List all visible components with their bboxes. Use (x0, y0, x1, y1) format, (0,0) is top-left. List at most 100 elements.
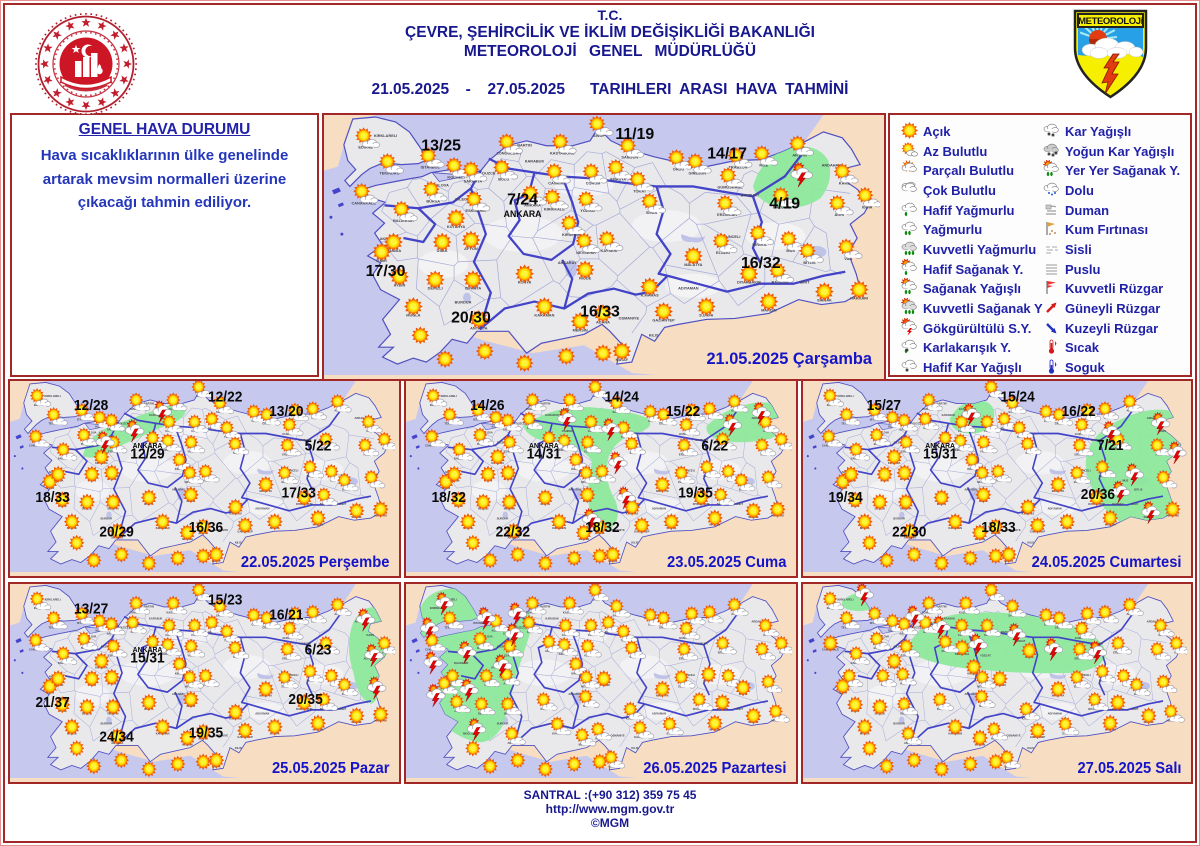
svg-text:5/22: 5/22 (305, 438, 332, 454)
svg-text:ADIYAMAN: ADIYAMAN (1048, 506, 1062, 510)
svg-text:BURDUR: BURDUR (497, 516, 509, 520)
svg-text:ANKARA: ANKARA (133, 442, 163, 450)
svg-text:YALOVA: YALOVA (86, 634, 97, 638)
svg-text:MUGLA: MUGLA (463, 731, 473, 735)
svg-text:BAYBURT: BAYBURT (1091, 438, 1104, 442)
svg-text:BARTIN: BARTIN (936, 401, 946, 405)
svg-text:YALOVA: YALOVA (482, 634, 493, 638)
svg-text:AKSARAY: AKSARAY (568, 692, 581, 696)
svg-text:18/33: 18/33 (35, 490, 69, 506)
svg-text:12/22: 12/22 (208, 389, 242, 405)
svg-text:BARTIN: BARTIN (144, 605, 154, 609)
svg-text:DUZCE: DUZCE (516, 422, 525, 426)
svg-text:14/24: 14/24 (605, 389, 640, 405)
svg-text:KIRKLARELI: KIRKLARELI (45, 597, 61, 601)
svg-text:BAYBURT: BAYBURT (695, 642, 708, 646)
svg-text:DUZCE: DUZCE (516, 625, 525, 629)
svg-text:14/31: 14/31 (527, 446, 562, 462)
svg-text:21.05.2025 Çarşamba: 21.05.2025 Çarşamba (706, 350, 872, 368)
svg-text:ADIYAMAN: ADIYAMAN (255, 506, 269, 510)
svg-text:KARABUK: KARABUK (149, 616, 162, 620)
svg-text:23.05.2025 Cuma: 23.05.2025 Cuma (667, 554, 787, 571)
svg-text:BURDUR: BURDUR (893, 722, 905, 726)
svg-text:KILIS: KILIS (631, 746, 638, 750)
svg-text:KARABUK: KARABUK (942, 413, 955, 417)
svg-text:19/34: 19/34 (828, 489, 862, 505)
svg-text:BURDUR: BURDUR (100, 722, 112, 726)
svg-text:24.05.2025 Cumartesi: 24.05.2025 Cumartesi (1032, 554, 1182, 572)
svg-text:ARDAHAN: ARDAHAN (355, 416, 369, 420)
svg-text:16/32: 16/32 (741, 255, 781, 272)
svg-text:AKSARAY: AKSARAY (965, 692, 978, 696)
svg-text:KARS: KARS (1159, 429, 1167, 433)
svg-text:TUNCELI: TUNCELI (287, 673, 299, 677)
svg-text:KIRKLARELI: KIRKLARELI (45, 394, 61, 398)
svg-text:METEOROLOJi: METEOROLOJi (1078, 16, 1143, 27)
svg-text:KIRKLARELI: KIRKLARELI (837, 394, 853, 398)
svg-text:KIRKLARELI: KIRKLARELI (374, 133, 397, 138)
svg-text:BATMAN: BATMAN (1112, 502, 1123, 506)
svg-text:TOKAT: TOKAT (1017, 639, 1026, 643)
svg-text:MUS: MUS (1122, 479, 1128, 483)
svg-text:TUNCELI: TUNCELI (1079, 468, 1091, 472)
svg-text:ADIYAMAN: ADIYAMAN (1048, 711, 1062, 715)
svg-text:19/35: 19/35 (678, 485, 713, 501)
svg-text:ADIYAMAN: ADIYAMAN (255, 711, 269, 715)
svg-text:OSMANIYE: OSMANIYE (214, 733, 228, 737)
svg-text:DUZCE: DUZCE (120, 422, 129, 426)
svg-text:11/19: 11/19 (615, 126, 654, 143)
svg-text:TUNCELI: TUNCELI (724, 234, 741, 239)
svg-text:13/20: 13/20 (269, 404, 303, 420)
svg-text:KARS: KARS (366, 633, 374, 637)
svg-text:OSMANIYE: OSMANIYE (619, 315, 640, 320)
svg-text:KILIS: KILIS (235, 540, 242, 544)
svg-text:20/30: 20/30 (451, 309, 491, 326)
svg-text:KIRKLARELI: KIRKLARELI (837, 597, 853, 601)
svg-text:YALOVA: YALOVA (482, 430, 493, 434)
svg-text:12/28: 12/28 (74, 398, 108, 414)
svg-text:ARDAHAN: ARDAHAN (1147, 416, 1160, 420)
svg-text:BILECIK: BILECIK (894, 645, 905, 649)
svg-text:16/33: 16/33 (580, 303, 620, 320)
svg-text:BARTIN: BARTIN (936, 605, 946, 609)
svg-text:7/24: 7/24 (507, 191, 538, 208)
svg-text:SIIRT: SIIRT (339, 707, 346, 711)
svg-text:21/37: 21/37 (35, 694, 69, 711)
svg-text:BILECIK: BILECIK (455, 196, 471, 201)
svg-text:TUNCELI: TUNCELI (1079, 673, 1091, 677)
svg-text:ISTANBUL: ISTANBUL (473, 621, 487, 625)
svg-text:ARDAHAN: ARDAHAN (751, 619, 764, 623)
svg-text:AMASYA: AMASYA (1000, 630, 1011, 634)
svg-text:OSMANIYE: OSMANIYE (610, 528, 624, 532)
svg-text:SIIRT: SIIRT (339, 502, 346, 506)
svg-text:6/22: 6/22 (701, 438, 728, 454)
svg-text:ADIYAMAN: ADIYAMAN (652, 711, 666, 715)
svg-text:18/33: 18/33 (981, 519, 1015, 535)
svg-text:BURDUR: BURDUR (893, 516, 905, 520)
svg-text:20/35: 20/35 (288, 692, 322, 709)
svg-text:15/22: 15/22 (666, 404, 701, 420)
svg-text:KILIS: KILIS (1027, 540, 1034, 544)
svg-text:TUNCELI: TUNCELI (287, 468, 299, 472)
svg-text:DUZCE: DUZCE (912, 422, 921, 426)
svg-text:YOZGAT: YOZGAT (980, 653, 991, 657)
svg-text:ARDAHAN: ARDAHAN (822, 163, 842, 168)
svg-text:SIIRT: SIIRT (800, 280, 811, 285)
svg-text:7/21: 7/21 (1097, 437, 1124, 453)
svg-text:AKSARAY: AKSARAY (568, 487, 581, 491)
svg-text:AKSARAY: AKSARAY (558, 260, 577, 265)
svg-text:BALIKESIR: BALIKESIR (454, 661, 468, 665)
svg-text:15/24: 15/24 (1000, 388, 1034, 404)
svg-text:BILECIK: BILECIK (497, 441, 508, 445)
svg-text:BILECIK: BILECIK (894, 441, 905, 445)
svg-text:KILIS: KILIS (235, 746, 242, 750)
svg-text:YALOVA: YALOVA (879, 634, 890, 638)
svg-text:OSMANIYE: OSMANIYE (214, 528, 228, 532)
svg-text:ADIYAMAN: ADIYAMAN (678, 286, 699, 291)
svg-text:13/27: 13/27 (74, 601, 108, 618)
svg-text:BURDUR: BURDUR (455, 300, 472, 305)
svg-text:16/21: 16/21 (269, 607, 303, 624)
svg-text:KILIS: KILIS (631, 540, 638, 544)
svg-text:17/30: 17/30 (366, 263, 406, 280)
svg-text:14/26: 14/26 (470, 398, 505, 414)
